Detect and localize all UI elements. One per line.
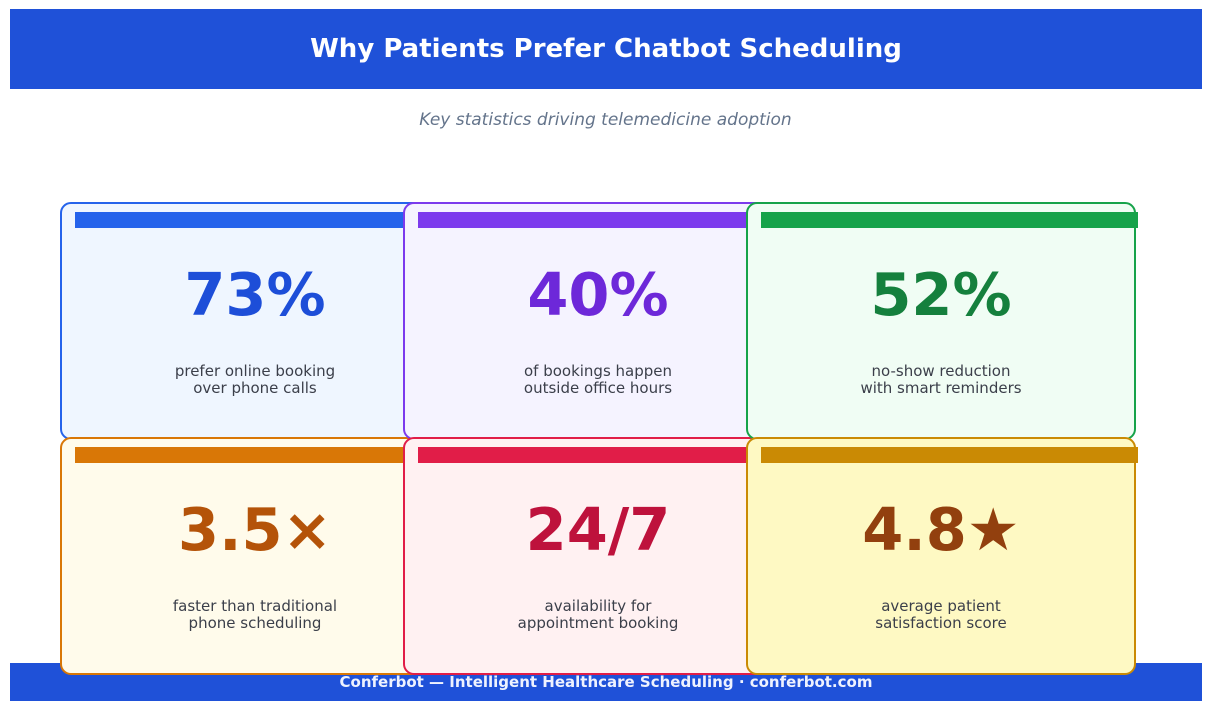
stat-value: 40% bbox=[527, 260, 669, 329]
stat-value: 73% bbox=[184, 260, 326, 329]
stat-value: 52% bbox=[870, 260, 1012, 329]
stat-accent-bar bbox=[418, 212, 795, 228]
stat-accent-bar bbox=[75, 447, 452, 463]
stat-card: 40% of bookings happen outside office hou… bbox=[403, 202, 795, 440]
stat-card: 73% prefer online booking over phone call… bbox=[60, 202, 452, 440]
stat-accent-bar bbox=[75, 212, 452, 228]
stat-value: 3.5× bbox=[178, 495, 332, 564]
stat-accent-bar bbox=[761, 447, 1138, 463]
stat-card: 4.8★ average patient satisfaction score bbox=[746, 437, 1138, 675]
stat-value: 4.8★ bbox=[862, 495, 1020, 564]
page-header: Why Patients Prefer Chatbot Scheduling bbox=[10, 9, 1202, 89]
stat-label: average patient satisfaction score bbox=[875, 597, 1007, 632]
stat-label: of bookings happen outside office hours bbox=[523, 362, 673, 397]
stat-accent-bar bbox=[761, 212, 1138, 228]
stat-label: faster than traditional phone scheduling bbox=[172, 597, 338, 632]
page-title: Why Patients Prefer Chatbot Scheduling bbox=[310, 34, 902, 64]
page-subtitle: Key statistics driving telemedicine adop… bbox=[419, 110, 792, 130]
stat-card: 3.5× faster than traditional phone schedu… bbox=[60, 437, 452, 675]
stat-label: no-show reduction with smart reminders bbox=[860, 362, 1022, 397]
stat-value: 24/7 bbox=[525, 495, 671, 564]
stat-accent-bar bbox=[418, 447, 795, 463]
stat-card: 52% no-show reduction with smart reminder… bbox=[746, 202, 1138, 440]
stat-card: 24/7 availability for appointment booking bbox=[403, 437, 795, 675]
stat-label: prefer online booking over phone calls bbox=[174, 362, 336, 397]
stat-label: availability for appointment booking bbox=[517, 597, 679, 632]
